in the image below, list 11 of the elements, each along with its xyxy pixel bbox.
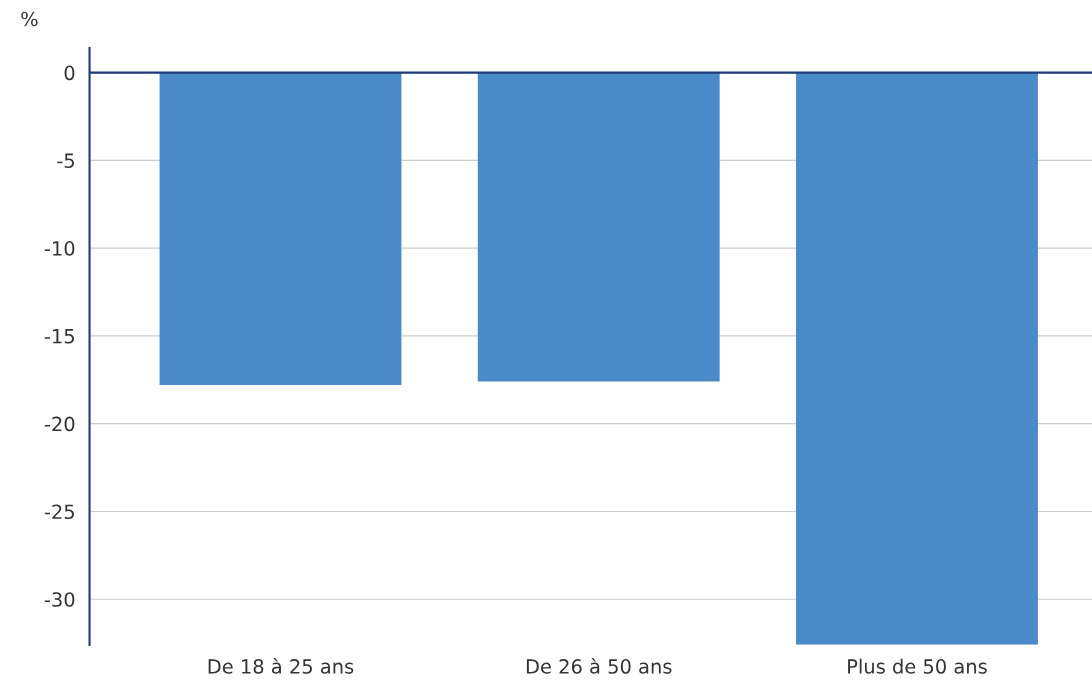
- x-tick-label: De 18 à 25 ans: [208, 657, 354, 674]
- y-tick-label: 0: [64, 65, 75, 81]
- y-tick-label: -25: [44, 504, 74, 520]
- y-tick-label: -10: [44, 241, 75, 256]
- y-tick-label: -5: [57, 153, 74, 169]
- y-axis-title: %: [21, 11, 38, 27]
- x-tick-label: De 26 à 50 ans: [526, 657, 672, 674]
- y-tick-label: -15: [44, 329, 74, 344]
- y-tick-label: -30: [44, 592, 75, 607]
- y-tick-label: -20: [44, 416, 75, 432]
- x-tick-label: Plus de 50 ans: [848, 658, 987, 674]
